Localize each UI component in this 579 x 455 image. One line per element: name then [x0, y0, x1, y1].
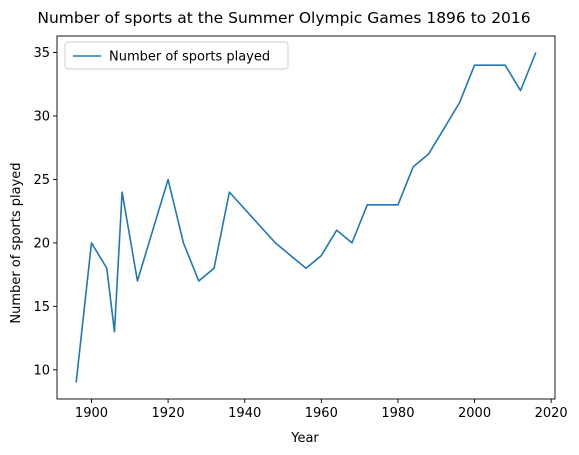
y-axis-label: Number of sports played [9, 162, 24, 323]
y-tick-label: 15 [33, 300, 50, 315]
y-tick-label: 10 [33, 363, 50, 378]
legend: Number of sports played [64, 41, 289, 70]
x-tick-label: 1900 [75, 406, 108, 421]
y-tick-label: 35 [33, 46, 50, 61]
plot-area [56, 35, 556, 400]
y-tick-label: 25 [33, 173, 50, 188]
y-tick-label: 30 [33, 109, 50, 124]
x-tick-label: 1960 [305, 406, 338, 421]
y-tick-label: 20 [33, 236, 50, 251]
x-tick-label: 2000 [458, 406, 491, 421]
x-tick-label: 1940 [228, 406, 261, 421]
x-axis: 1900 1920 1940 1960 1980 2000 2020 [75, 399, 568, 421]
x-tick-label: 1920 [152, 406, 185, 421]
series-line [75, 52, 537, 383]
x-axis-label: Year [290, 431, 319, 446]
plot-frame [56, 35, 556, 400]
x-tick-label: 2020 [535, 406, 568, 421]
chart-title: Number of sports at the Summer Olympic G… [37, 9, 530, 27]
legend-label: Number of sports played [109, 50, 270, 65]
legend-box [64, 41, 289, 70]
y-axis: 10 15 20 25 30 35 [33, 46, 57, 378]
x-tick-label: 1980 [381, 406, 414, 421]
